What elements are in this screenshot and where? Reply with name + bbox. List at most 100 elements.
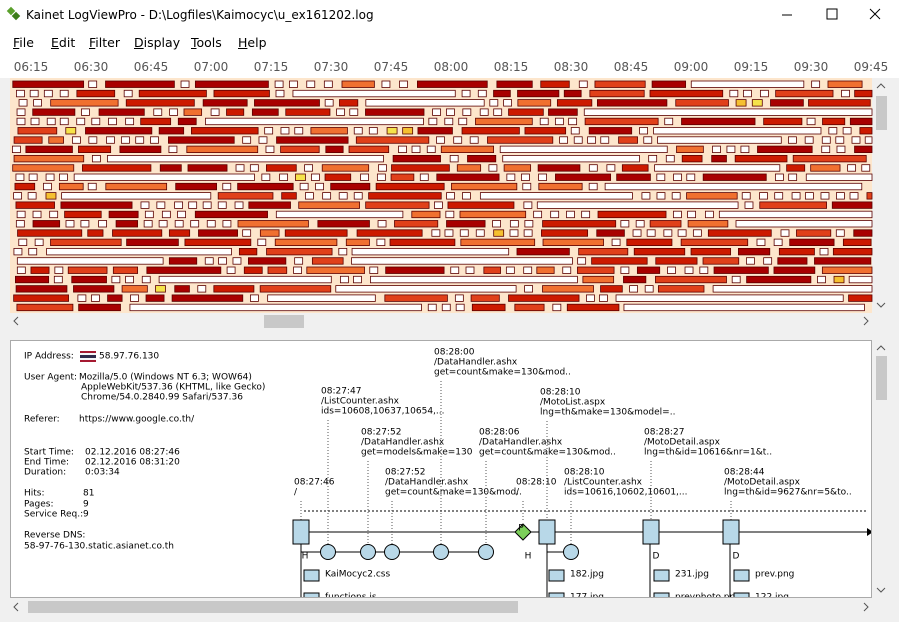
activity-block: [384, 294, 448, 302]
activity-block: [251, 108, 279, 116]
activity-block: [77, 294, 87, 302]
time-label: 07:45: [373, 60, 409, 74]
file-name: 182.jpg: [570, 570, 604, 580]
activity-block: [489, 99, 499, 107]
activity-block: [655, 257, 698, 265]
activity-block: [842, 127, 852, 135]
activity-block: [14, 182, 36, 191]
activity-block: [158, 220, 168, 228]
activity-block: [250, 294, 259, 302]
activity-block: [13, 136, 43, 144]
activity-block: [445, 210, 455, 219]
page-node: [722, 519, 740, 545]
activity-block: [600, 285, 623, 293]
activity-block: [87, 182, 97, 191]
activity-block: [521, 173, 530, 181]
activity-block: [73, 285, 115, 293]
activity-block: [517, 89, 560, 98]
menu-item[interactable]: Edit: [51, 35, 76, 50]
menu-item[interactable]: Help: [238, 35, 267, 50]
activity-block: [125, 99, 195, 107]
flag-stripe: [80, 353, 96, 355]
menu-item[interactable]: File: [13, 35, 34, 50]
activity-block: [459, 229, 469, 237]
activity-block: [633, 247, 686, 256]
menu-item[interactable]: Tools: [191, 35, 222, 50]
activity-block: [59, 117, 69, 126]
activity-block: [159, 164, 182, 172]
activity-block: [690, 247, 732, 256]
activity-block: [524, 127, 567, 135]
window-controls[interactable]: [760, 0, 899, 30]
activity-block: [12, 80, 85, 88]
menu-item[interactable]: Filter: [89, 35, 120, 50]
activity-block: [12, 164, 75, 172]
activity-block: [620, 220, 630, 228]
field-value: 02.12.2016 08:31:20: [85, 458, 180, 468]
activity-block: [242, 136, 252, 144]
activity-block: [599, 294, 608, 302]
activity-block: [360, 173, 369, 181]
activity-block: [444, 229, 454, 237]
activity-block: [570, 127, 580, 135]
request-time: 08:27:52: [385, 468, 425, 478]
activity-block: [60, 201, 133, 209]
file-name: functions.js: [325, 593, 377, 598]
node-marker: D: [733, 552, 740, 562]
activity-block: [80, 220, 90, 228]
panel-scrollbars[interactable]: [0, 340, 899, 622]
activity-block: [368, 127, 378, 135]
activity-block: [141, 275, 151, 284]
title-bar: Kainet LogViewPro - D:\Logfiles\Kaimocyc…: [0, 0, 899, 30]
activity-block: [194, 210, 268, 219]
activity-block: [145, 294, 165, 302]
activity-block: [451, 182, 518, 191]
activity-block: [13, 192, 23, 200]
activity-block: [306, 80, 316, 88]
time-ruler: [0, 54, 899, 78]
activity-block: [554, 117, 564, 126]
activity-block: [105, 80, 175, 88]
activity-block: [657, 136, 782, 144]
activity-block: [582, 275, 615, 284]
activity-block: [475, 117, 533, 126]
activity-block: [91, 155, 101, 163]
activity-block: [15, 201, 55, 209]
activity-block: [778, 247, 815, 256]
activity-block: [48, 136, 64, 144]
timeline[interactable]: [0, 78, 899, 340]
activity-block: [653, 127, 822, 135]
activity-block: [16, 89, 25, 98]
activity-block: [462, 108, 472, 116]
activity-block: [15, 275, 50, 284]
activity-block: [692, 229, 702, 237]
activity-block: [568, 117, 578, 126]
activity-block: [317, 220, 370, 228]
activity-block: [591, 257, 648, 265]
activity-block: [81, 108, 90, 116]
activity-block: [611, 238, 621, 247]
activity-block: [411, 145, 421, 153]
activity-block: [648, 155, 658, 163]
activity-block: [516, 247, 570, 256]
activity-block: [456, 164, 482, 172]
activity-block: [140, 117, 172, 126]
activity-block: [676, 145, 704, 153]
activity-block: [222, 220, 232, 228]
activity-block: [540, 80, 570, 88]
page-node: [642, 519, 660, 545]
activity-block: [796, 229, 832, 237]
activity-block: [204, 257, 214, 265]
activity-block: [615, 294, 844, 302]
activity-block: [588, 182, 598, 191]
activity-block: [257, 238, 267, 247]
activity-block: [121, 136, 130, 144]
activity-block: [202, 201, 212, 209]
menu-item[interactable]: Display: [134, 35, 181, 50]
activity-block: [304, 164, 313, 172]
activity-block: [210, 108, 220, 116]
activity-block: [508, 294, 580, 302]
activity-block: [597, 210, 667, 219]
activity-block: [29, 89, 39, 98]
time-label: 08:15: [493, 60, 529, 74]
